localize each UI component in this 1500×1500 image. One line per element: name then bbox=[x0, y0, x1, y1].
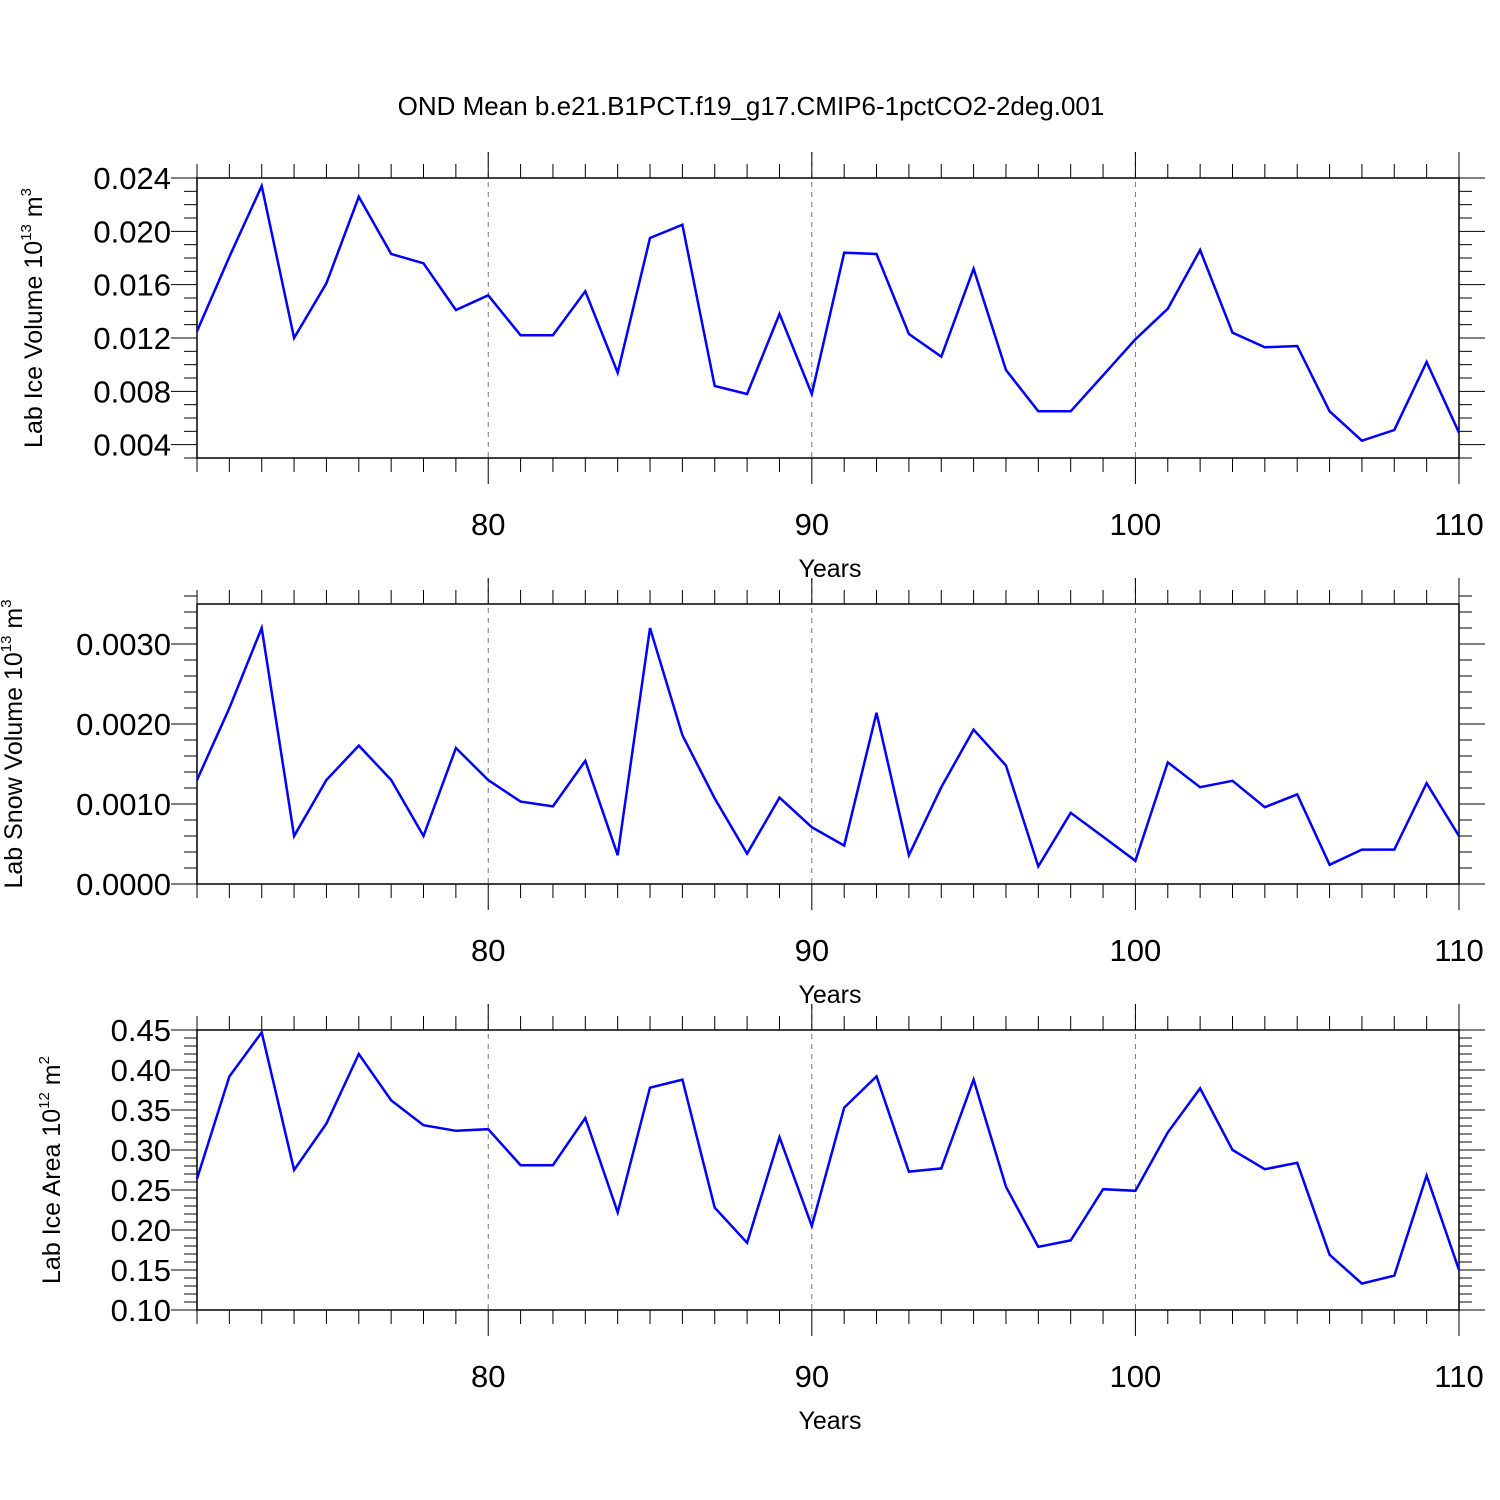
y-tick-label: 0.008 bbox=[93, 374, 171, 409]
x-tick-label: 100 bbox=[1110, 507, 1162, 542]
y-axis-title-exponent: 13 bbox=[18, 224, 35, 241]
x-tick-label: 90 bbox=[795, 933, 829, 968]
x-tick-label: 90 bbox=[795, 507, 829, 542]
plot-frame bbox=[196, 177, 1460, 459]
y-axis-title-unit: m bbox=[20, 196, 48, 224]
y-axis-title-base: Lab Snow Volume 10 bbox=[0, 652, 28, 888]
y-tick-label: 0.0030 bbox=[76, 627, 171, 662]
y-tick-label: 0.020 bbox=[93, 214, 171, 249]
x-tick-label: 110 bbox=[1434, 933, 1483, 968]
y-axis-title: Lab Snow Volume 1013 m3 bbox=[0, 599, 28, 888]
y-tick-label: 0.024 bbox=[93, 161, 171, 196]
plot-frame bbox=[196, 1029, 1460, 1311]
y-axis-title-unit-exponent: 2 bbox=[36, 1056, 53, 1064]
x-axis-title: Years bbox=[798, 1407, 861, 1435]
x-tick-label: 90 bbox=[795, 1359, 829, 1394]
y-tick-label: 0.016 bbox=[93, 268, 171, 303]
y-axis-title: Lab Ice Area 1012 m2 bbox=[36, 1056, 66, 1284]
x-tick-label: 100 bbox=[1110, 1359, 1162, 1394]
y-tick-label: 0.15 bbox=[111, 1253, 171, 1288]
series-line bbox=[195, 182, 1461, 443]
y-tick-label: 0.0010 bbox=[76, 787, 171, 822]
x-axis-title: Years bbox=[798, 555, 861, 583]
chart-panel-2: 80 90 100 110 0.0000 0.0010 0.0020 0.0030 Years L… bbox=[0, 578, 1485, 1009]
x-tick-label: 80 bbox=[471, 507, 505, 542]
series-line bbox=[195, 1029, 1461, 1285]
x-tick-label: 80 bbox=[471, 1359, 505, 1394]
y-axis-title-unit: m bbox=[0, 608, 28, 636]
y-axis-title-base: Lab Ice Volume 10 bbox=[20, 241, 48, 448]
y-tick-label: 0.25 bbox=[111, 1173, 171, 1208]
y-tick-label: 0.0000 bbox=[76, 867, 171, 902]
y-tick-label: 0.35 bbox=[111, 1093, 171, 1128]
x-tick-label: 80 bbox=[471, 933, 505, 968]
panels: 80 90 100 110 0.004 0.008 0.012 0.016 0.020 0.024… bbox=[0, 152, 1485, 1435]
series-line bbox=[195, 623, 1461, 870]
y-axis-title: Lab Ice Volume 1013 m3 bbox=[18, 188, 48, 448]
y-tick-label: 0.012 bbox=[93, 321, 171, 356]
figure-title: OND Mean b.e21.B1PCT.f19_g17.CMIP6-1pctC… bbox=[398, 91, 1105, 121]
chart-panel-1: 80 90 100 110 0.004 0.008 0.012 0.016 0.020 0.024… bbox=[18, 152, 1485, 583]
y-axis-title-unit: m bbox=[38, 1064, 66, 1092]
x-tick-label: 100 bbox=[1110, 933, 1162, 968]
y-tick-label: 0.004 bbox=[93, 428, 171, 463]
x-axis-title: Years bbox=[798, 981, 861, 1009]
x-tick-label: 110 bbox=[1434, 1359, 1483, 1394]
y-tick-label: 0.0020 bbox=[76, 707, 171, 742]
plot-frame bbox=[196, 603, 1460, 885]
y-tick-label: 0.20 bbox=[111, 1213, 171, 1248]
y-axis-title-unit-exponent: 3 bbox=[0, 599, 15, 607]
y-tick-label: 0.45 bbox=[111, 1013, 171, 1048]
x-tick-label: 110 bbox=[1434, 507, 1483, 542]
y-axis-title-exponent: 12 bbox=[36, 1092, 53, 1109]
y-axis-title-exponent: 13 bbox=[0, 636, 15, 653]
y-tick-label: 0.40 bbox=[111, 1053, 171, 1088]
y-axis-title-base: Lab Ice Area 10 bbox=[38, 1109, 66, 1284]
y-tick-label: 0.10 bbox=[111, 1293, 171, 1328]
chart-panel-3: 80 90 100 110 0.10 0.15 0.20 0.25 0.30 0.35 0.40 0.… bbox=[36, 1004, 1485, 1435]
y-axis-title-unit-exponent: 3 bbox=[18, 188, 35, 196]
y-tick-label: 0.30 bbox=[111, 1133, 171, 1168]
